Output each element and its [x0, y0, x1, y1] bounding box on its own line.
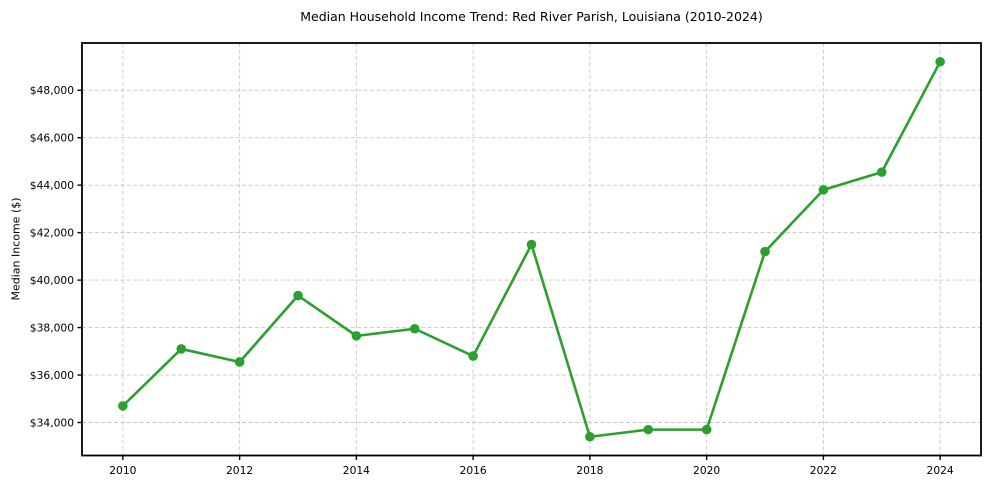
data-point — [935, 56, 945, 67]
chart-title: Median Household Income Trend: Red River… — [300, 9, 763, 24]
data-point — [701, 424, 712, 435]
data-point — [760, 246, 770, 257]
x-tick-label: 2016 — [460, 464, 487, 477]
x-tick-label: 2012 — [226, 464, 253, 477]
data-point — [468, 351, 478, 361]
data-point — [176, 344, 187, 354]
x-tick-label: 2020 — [693, 464, 720, 477]
x-tick-label: 2014 — [343, 464, 370, 477]
data-point — [234, 357, 245, 367]
y-tick-label: $44,000 — [30, 179, 74, 192]
x-tick-label: 2010 — [109, 464, 136, 477]
data-point — [118, 401, 128, 411]
data-point — [818, 185, 829, 195]
data-point — [293, 290, 303, 301]
y-tick-label: $46,000 — [30, 131, 74, 144]
data-point — [876, 167, 887, 177]
y-tick-label: $48,000 — [30, 84, 74, 97]
y-tick-label: $36,000 — [30, 369, 74, 382]
data-point — [643, 424, 654, 435]
x-tick-label: 2022 — [810, 464, 837, 477]
data-point — [585, 431, 595, 442]
x-tick-label: 2018 — [576, 464, 603, 477]
data-point — [351, 331, 362, 341]
data-point — [526, 239, 537, 250]
plot-border — [81, 42, 982, 457]
y-tick-label: $42,000 — [30, 226, 74, 239]
data-point — [409, 323, 420, 334]
x-tick-label: 2024 — [927, 464, 954, 477]
y-tick-label: $34,000 — [30, 416, 74, 429]
y-tick-label: $38,000 — [30, 321, 74, 334]
y-tick-label: $40,000 — [30, 274, 74, 287]
